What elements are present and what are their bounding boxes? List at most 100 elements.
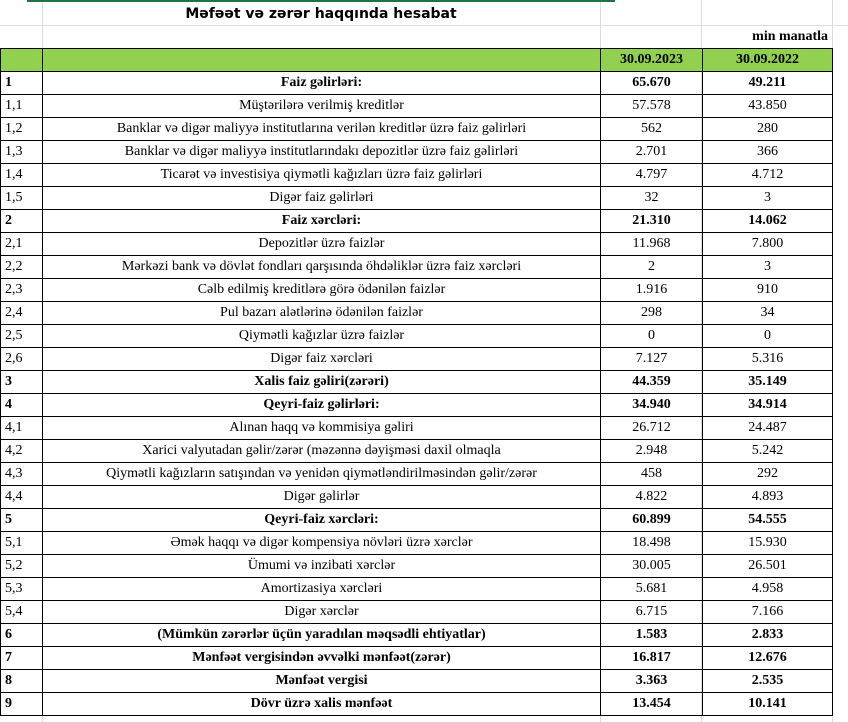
value-2022[interactable]: 910 [702, 278, 833, 302]
value-2023[interactable]: 32 [600, 186, 703, 210]
value-2022[interactable]: 3 [702, 186, 833, 210]
row-label[interactable]: Qiymətli kağızlar üzrə faizlər [42, 324, 601, 348]
value-2023[interactable]: 562 [600, 117, 703, 141]
row-number[interactable]: 5,3 [0, 577, 43, 601]
row-number[interactable]: 2,4 [0, 301, 43, 325]
row-label[interactable]: Ümumi və inzibati xərclər [42, 554, 601, 578]
row-number[interactable]: 1,3 [0, 140, 43, 164]
row-number[interactable]: 9 [0, 692, 43, 716]
row-label[interactable]: Mənfəət vergisindən əvvəlki mənfəət(zərə… [42, 646, 601, 670]
value-2023[interactable]: 458 [600, 462, 703, 486]
row-label[interactable]: Müştərilərə verilmiş kreditlər [42, 94, 601, 118]
row-label[interactable]: Banklar və digər maliyyə institutlarına … [42, 117, 601, 141]
value-2023[interactable]: 34.940 [600, 393, 703, 417]
row-label[interactable]: Digər gəlirlər [42, 485, 601, 509]
row-label[interactable]: Faiz gəlirləri: [42, 71, 601, 95]
value-2023[interactable]: 44.359 [600, 370, 703, 394]
row-number[interactable]: 2,3 [0, 278, 43, 302]
value-2023[interactable]: 16.817 [600, 646, 703, 670]
value-2023[interactable]: 298 [600, 301, 703, 325]
row-label[interactable]: Digər faiz xərcləri [42, 347, 601, 371]
value-2022[interactable]: 43.850 [702, 94, 833, 118]
row-label[interactable]: Qeyri-faiz xərcləri: [42, 508, 601, 532]
row-number[interactable]: 5 [0, 508, 43, 532]
row-number[interactable]: 1,2 [0, 117, 43, 141]
row-label[interactable]: Faiz xərcləri: [42, 209, 601, 233]
value-2023[interactable]: 11.968 [600, 232, 703, 256]
row-number[interactable]: 8 [0, 669, 43, 693]
row-label[interactable]: Mərkəzi bank və dövlət fondları qarşısın… [42, 255, 601, 279]
value-2023[interactable]: 3.363 [600, 669, 703, 693]
row-label[interactable]: Depozitlər üzrə faizlər [42, 232, 601, 256]
value-2023[interactable]: 2.701 [600, 140, 703, 164]
row-number[interactable]: 4 [0, 393, 43, 417]
value-2022[interactable]: 34 [702, 301, 833, 325]
value-2023[interactable]: 5.681 [600, 577, 703, 601]
row-number[interactable]: 3 [0, 370, 43, 394]
row-number[interactable]: 4,3 [0, 462, 43, 486]
row-label[interactable]: Digər faiz gəlirləri [42, 186, 601, 210]
row-number[interactable]: 1,5 [0, 186, 43, 210]
header-date-2023[interactable]: 30.09.2023 [600, 48, 703, 72]
value-2022[interactable]: 54.555 [702, 508, 833, 532]
header-cell[interactable] [42, 48, 601, 72]
value-2022[interactable]: 2.833 [702, 623, 833, 647]
header-date-2022[interactable]: 30.09.2022 [702, 48, 833, 72]
row-label[interactable]: (Mümkün zərərlər üçün yaradılan məqsədli… [42, 623, 601, 647]
value-2022[interactable]: 10.141 [702, 692, 833, 716]
value-2023[interactable]: 2.948 [600, 439, 703, 463]
row-label[interactable]: Banklar və digər maliyyə institutlarında… [42, 140, 601, 164]
value-2023[interactable]: 26.712 [600, 416, 703, 440]
value-2022[interactable]: 34.914 [702, 393, 833, 417]
row-number[interactable]: 7 [0, 646, 43, 670]
value-2022[interactable]: 12.676 [702, 646, 833, 670]
value-2022[interactable]: 2.535 [702, 669, 833, 693]
row-label[interactable]: Amortizasiya xərcləri [42, 577, 601, 601]
value-2023[interactable]: 57.578 [600, 94, 703, 118]
row-label[interactable]: Xalis faiz gəliri(zərəri) [42, 370, 601, 394]
row-number[interactable]: 1 [0, 71, 43, 95]
value-2023[interactable]: 7.127 [600, 347, 703, 371]
row-number[interactable]: 2 [0, 209, 43, 233]
row-label[interactable]: Dövr üzrə xalis mənfəət [42, 692, 601, 716]
value-2022[interactable]: 14.062 [702, 209, 833, 233]
value-2023[interactable]: 0 [600, 324, 703, 348]
row-label[interactable]: Pul bazarı alətlərinə ödənilən faizlər [42, 301, 601, 325]
row-number[interactable]: 2,5 [0, 324, 43, 348]
row-number[interactable]: 4,4 [0, 485, 43, 509]
row-label[interactable]: Qeyri-faiz gəlirləri: [42, 393, 601, 417]
row-number[interactable]: 5,4 [0, 600, 43, 624]
value-2023[interactable]: 13.454 [600, 692, 703, 716]
value-2023[interactable]: 65.670 [600, 71, 703, 95]
value-2022[interactable]: 7.166 [702, 600, 833, 624]
value-2023[interactable]: 60.899 [600, 508, 703, 532]
row-number[interactable]: 2,1 [0, 232, 43, 256]
value-2022[interactable]: 292 [702, 462, 833, 486]
value-2022[interactable]: 24.487 [702, 416, 833, 440]
header-cell[interactable] [0, 48, 43, 72]
value-2022[interactable]: 4.712 [702, 163, 833, 187]
value-2022[interactable]: 49.211 [702, 71, 833, 95]
row-label[interactable]: Digər xərclər [42, 600, 601, 624]
value-2022[interactable]: 280 [702, 117, 833, 141]
row-label[interactable]: Xarici valyutadan gəlir/zərər (məzənnə d… [42, 439, 601, 463]
value-2023[interactable]: 2 [600, 255, 703, 279]
value-2022[interactable]: 0 [702, 324, 833, 348]
row-number[interactable]: 2,6 [0, 347, 43, 371]
value-2022[interactable]: 5.242 [702, 439, 833, 463]
value-2023[interactable]: 1.583 [600, 623, 703, 647]
value-2023[interactable]: 4.822 [600, 485, 703, 509]
value-2023[interactable]: 18.498 [600, 531, 703, 555]
row-label[interactable]: Mənfəət vergisi [42, 669, 601, 693]
value-2022[interactable]: 5.316 [702, 347, 833, 371]
value-2023[interactable]: 30.005 [600, 554, 703, 578]
value-2022[interactable]: 366 [702, 140, 833, 164]
value-2022[interactable]: 4.958 [702, 577, 833, 601]
row-label[interactable]: Alınan haqq və kommisiya gəliri [42, 416, 601, 440]
value-2023[interactable]: 4.797 [600, 163, 703, 187]
row-label[interactable]: Əmək haqqı və digər kompensiya növləri ü… [42, 531, 601, 555]
row-number[interactable]: 4,1 [0, 416, 43, 440]
row-label[interactable]: Ticarət və investisiya qiymətli kağızlar… [42, 163, 601, 187]
value-2022[interactable]: 4.893 [702, 485, 833, 509]
value-2023[interactable]: 1.916 [600, 278, 703, 302]
